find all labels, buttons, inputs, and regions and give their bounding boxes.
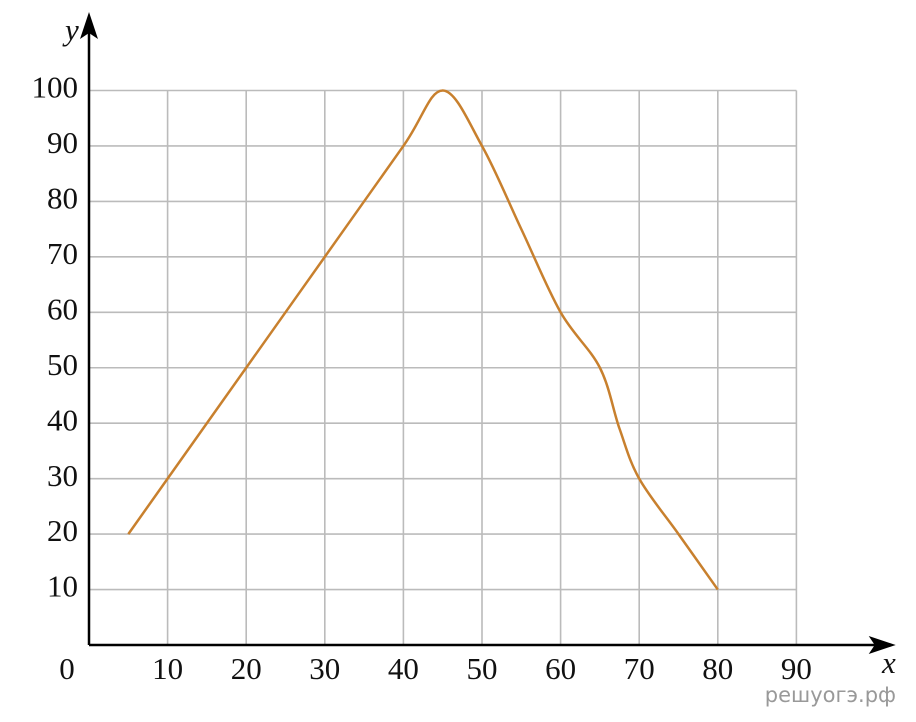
- x-tick-label: 90: [781, 651, 812, 686]
- y-tick-label: 20: [47, 513, 78, 548]
- x-tick-label: 30: [309, 651, 340, 686]
- watermark: решуогэ.рф: [765, 683, 896, 707]
- data-line: [127, 89, 719, 591]
- y-tick-label: 90: [47, 125, 78, 160]
- x-tick-label: 50: [467, 651, 498, 686]
- y-axis-label: y: [62, 12, 79, 47]
- x-tick-label: 70: [624, 651, 655, 686]
- y-tick-label: 100: [32, 70, 79, 105]
- x-tick-label: 20: [231, 651, 262, 686]
- x-axis-label: x: [881, 645, 896, 680]
- y-axis-arrow: [80, 11, 98, 39]
- x-tick-label: 0: [59, 651, 75, 686]
- y-tick-label: 80: [47, 181, 78, 216]
- y-tick-label: 10: [47, 569, 78, 604]
- x-axis-arrow: [868, 636, 896, 654]
- x-tick-label: 60: [545, 651, 576, 686]
- y-tick-label: 60: [47, 291, 78, 326]
- y-tick-label: 70: [47, 236, 78, 271]
- x-tick-label: 10: [152, 651, 183, 686]
- y-tick-label: 40: [47, 402, 78, 437]
- x-tick-label: 80: [702, 651, 733, 686]
- y-tick-label: 30: [47, 458, 78, 493]
- y-tick-label: 50: [47, 347, 78, 382]
- x-tick-label: 40: [388, 651, 419, 686]
